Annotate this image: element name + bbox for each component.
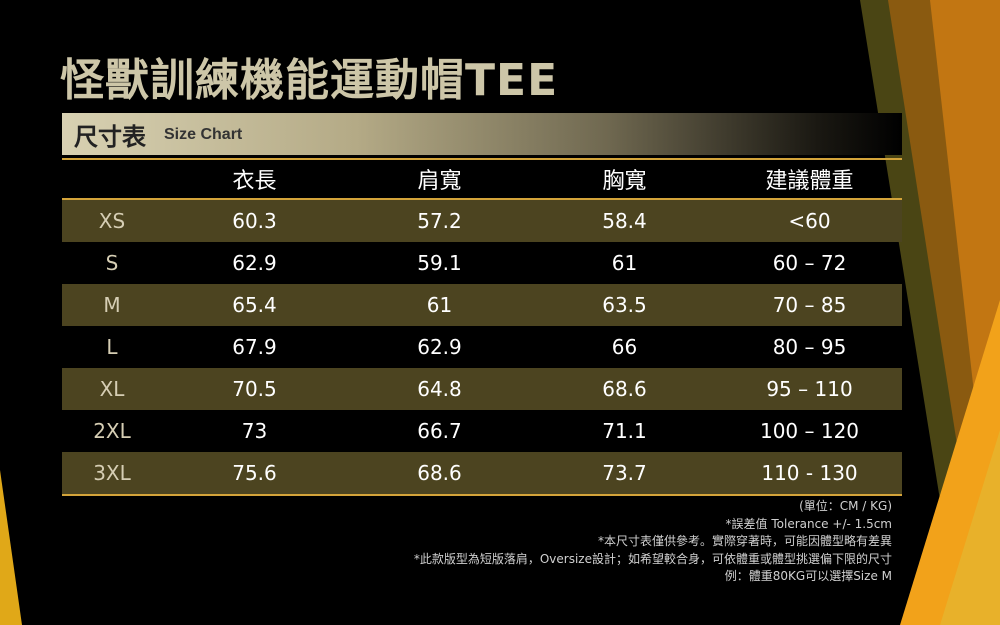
length-cell: 65.4 [232,293,277,317]
table-row: XS 60.3 57.2 58.4 <60 [62,199,902,242]
size-cell: S [105,251,119,275]
table-row: S 62.9 59.1 61 60 – 72 [62,242,902,284]
banner-title-en: Size Chart [164,126,243,143]
shoulder-cell: 57.2 [417,209,462,233]
chest-cell: 58.4 [602,209,647,233]
shoulder-cell: 62.9 [417,335,462,359]
weight-cell: 110 - 130 [717,452,902,496]
size-table: 衣長 肩寬 胸寬 建議體重 XS 60.3 57.2 58.4 <60 S 62… [62,158,902,496]
header-length: 衣長 [162,158,347,200]
size-notes: (單位：CM / KG) *誤差值 Tolerance +/- 1.5cm *本… [414,498,892,586]
chest-cell: 68.6 [602,377,647,401]
shoulder-cell: 59.1 [417,251,462,275]
table-row: XL 70.5 64.8 68.6 95 – 110 [62,368,902,410]
page-title: 怪獸訓練機能運動帽TEE [60,55,559,106]
shoulder-cell: 64.8 [417,377,462,401]
size-cell: XL [99,377,125,401]
table-row: M 65.4 61 63.5 70 – 85 [62,284,902,326]
size-cell: M [103,293,121,317]
header-shoulder: 肩寬 [347,158,532,200]
weight-cell: 80 – 95 [772,335,847,359]
size-chart-banner: 尺寸表 Size Chart [62,113,902,155]
table-row: 2XL 73 66.7 71.1 100 – 120 [62,410,902,452]
table-row: L 67.9 62.9 66 80 – 95 [62,326,902,368]
size-cell: 3XL [62,452,162,496]
note-reference: *本尺寸表僅供參考。實際穿著時，可能因體型略有差異 [597,534,892,548]
length-cell: 60.3 [232,209,277,233]
chest-cell: 71.1 [602,419,647,443]
shoulder-cell: 61 [426,293,453,317]
chest-cell: 66 [611,335,638,359]
length-cell: 70.5 [232,377,277,401]
length-cell: 67.9 [232,335,277,359]
note-tolerance: *誤差值 Tolerance +/- 1.5cm [725,516,892,531]
shoulder-cell: 66.7 [417,419,462,443]
header-chest: 胸寬 [532,158,717,200]
banner-title-zh: 尺寸表 [74,123,146,151]
weight-cell: 100 – 120 [759,419,860,443]
table-row: 3XL 75.6 68.6 73.7 110 - 130 [62,452,902,496]
chest-cell: 73.7 [532,452,717,496]
note-fit: *此款版型為短版落肩，Oversize設計；如希望較合身，可依體重或體型挑選偏下… [413,551,892,566]
size-cell: XS [98,209,126,233]
length-cell: 62.9 [232,251,277,275]
weight-cell: 95 – 110 [766,377,853,401]
length-cell: 73 [241,419,268,443]
chest-cell: 61 [611,251,638,275]
shoulder-cell: 68.6 [347,452,532,496]
size-cell: L [106,335,118,359]
length-cell: 75.6 [162,452,347,496]
weight-cell: <60 [788,209,831,233]
size-cell: 2XL [93,419,131,443]
weight-cell: 60 – 72 [772,251,847,275]
weight-cell: 70 – 85 [772,293,847,317]
chest-cell: 63.5 [602,293,647,317]
table-header-row: 衣長 肩寬 胸寬 建議體重 [62,158,902,200]
header-weight: 建議體重 [717,158,902,200]
note-example: 例：體重80KG可以選擇Size M [724,569,892,583]
header-size [62,158,162,200]
note-unit: (單位：CM / KG) [799,499,892,513]
